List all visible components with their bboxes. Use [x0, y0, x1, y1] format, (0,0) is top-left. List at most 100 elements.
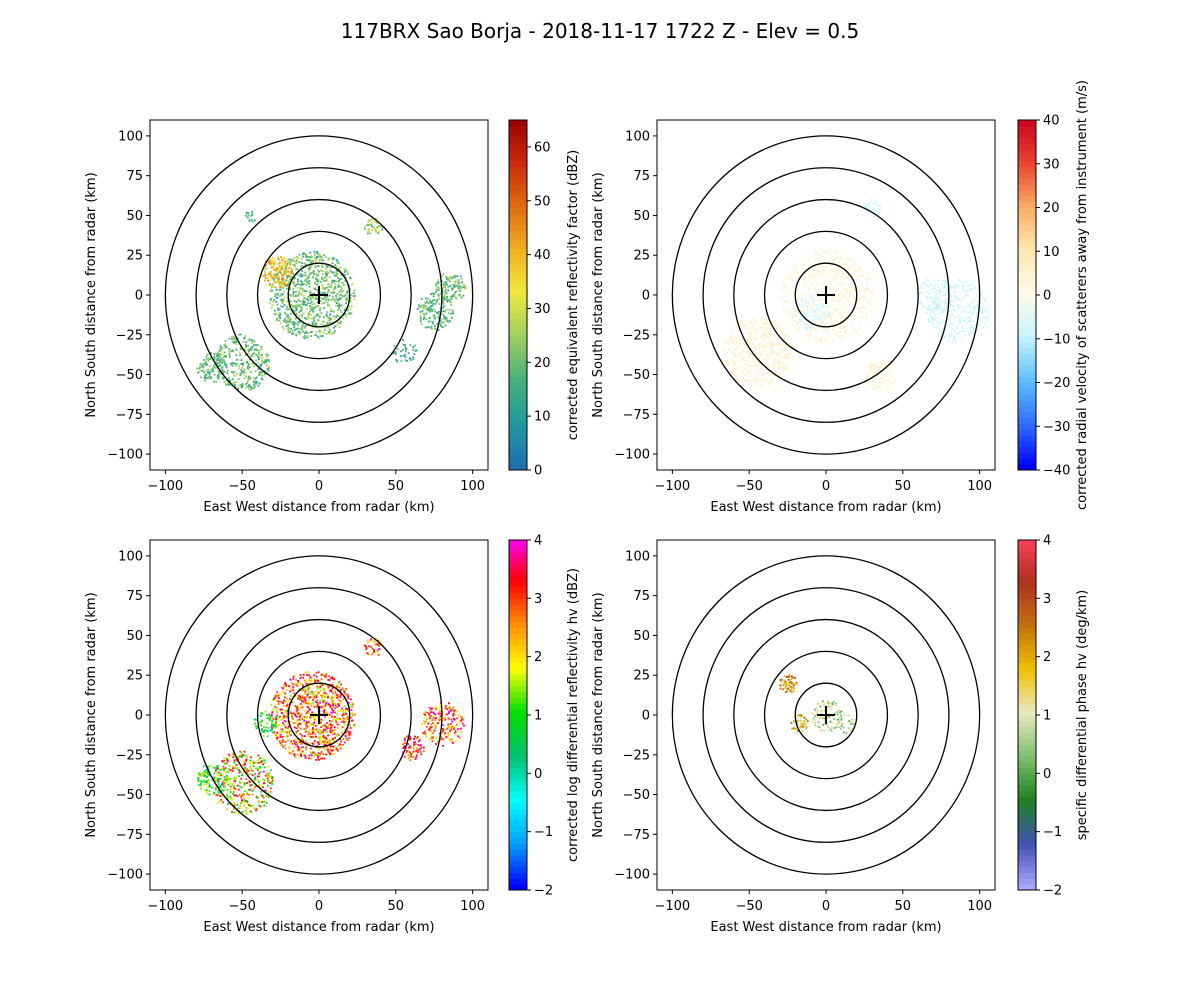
echo-pixel: [345, 297, 348, 299]
echo-pixel: [295, 710, 297, 713]
echo-pixel: [846, 288, 849, 291]
echo-pixel: [729, 337, 732, 340]
echo-pixel: [823, 259, 826, 262]
echo-pixel: [841, 255, 843, 258]
echo-pixel: [888, 366, 891, 369]
echo-pixel: [293, 257, 296, 259]
echo-pixel: [961, 330, 963, 333]
echo-pixel: [296, 753, 299, 756]
echo-pixel: [817, 276, 820, 279]
echo-pixel: [855, 284, 858, 287]
colorbar-band: [509, 423, 527, 430]
echo-pixel: [314, 281, 316, 284]
echo-pixel: [336, 695, 339, 698]
echo-pixel: [279, 322, 282, 325]
echo-pixel: [304, 691, 306, 694]
echo-pixel: [765, 357, 768, 360]
echo-pixel: [299, 300, 302, 303]
echo-pixel: [224, 383, 227, 386]
echo-pixel: [832, 280, 835, 282]
echo-pixel: [953, 335, 956, 338]
echo-pixel: [445, 281, 448, 284]
echo-pixel: [307, 683, 310, 685]
echo-pixel: [284, 262, 287, 265]
colorbar-band: [1018, 219, 1036, 226]
echo-pixel: [785, 345, 788, 347]
echo-pixel: [282, 701, 284, 704]
echo-pixel: [308, 742, 311, 745]
echo-pixel: [275, 720, 278, 723]
echo-pixel: [730, 338, 733, 340]
echo-pixel: [221, 376, 224, 379]
echo-pixel: [796, 301, 798, 304]
echo-pixel: [282, 691, 285, 694]
echo-pixel: [937, 323, 940, 325]
echo-pixel: [807, 304, 810, 307]
echo-pixel: [311, 693, 314, 696]
echo-pixel: [271, 259, 273, 262]
echo-pixel: [300, 694, 303, 696]
echo-pixel: [459, 275, 462, 278]
echo-pixel: [317, 731, 319, 733]
echo-pixel: [328, 330, 331, 333]
echo-pixel: [815, 327, 817, 330]
colorbar-band: [509, 184, 527, 191]
echo-pixel: [853, 267, 856, 270]
echo-pixel: [280, 724, 283, 727]
echo-pixel: [842, 313, 845, 316]
echo-pixel: [933, 311, 936, 313]
echo-pixel: [762, 379, 765, 382]
colorbar-band: [509, 149, 527, 156]
echo-pixel: [292, 678, 295, 680]
echo-pixel: [220, 358, 223, 361]
echo-pixel: [287, 258, 290, 261]
echo-pixel: [822, 251, 825, 254]
echo-pixel: [787, 307, 790, 310]
x-tick-label: −50: [735, 479, 762, 494]
echo-pixel: [794, 267, 797, 270]
echo-pixel: [323, 295, 326, 298]
echo-pixel: [813, 325, 816, 328]
echo-pixel: [211, 370, 214, 373]
echo-pixel: [321, 265, 323, 268]
echo-pixel: [823, 318, 826, 321]
echo-pixel: [816, 268, 819, 271]
echo-pixel: [785, 334, 787, 337]
colorbar-band: [1018, 190, 1036, 197]
panel-bottom-left: −100 −50 0 50 100−100−75−50−250255075100East…: [84, 534, 581, 936]
echo-pixel: [886, 366, 889, 369]
echo-pixel: [812, 322, 815, 324]
echo-pixel: [304, 271, 306, 274]
echo-pixel: [303, 709, 306, 712]
y-tick-label: 75: [633, 169, 650, 184]
echo-pixel: [981, 302, 983, 305]
echo-pixel: [270, 726, 273, 728]
echo-pixel: [738, 367, 740, 370]
echo-pixel: [281, 301, 284, 304]
echo-pixel: [951, 299, 954, 302]
echo-pixel: [228, 353, 231, 356]
echo-pixel: [420, 297, 423, 300]
echo-pixel: [245, 214, 248, 217]
echo-pixel: [327, 258, 330, 261]
echo-pixel: [752, 383, 755, 386]
echo-pixel: [918, 298, 921, 301]
echo-pixel: [442, 286, 445, 289]
echo-pixel: [305, 715, 307, 718]
echo-pixel: [235, 373, 238, 375]
echo-pixel: [844, 304, 847, 306]
echo-pixel: [850, 259, 852, 261]
echo-pixel: [976, 300, 979, 303]
echo-pixel: [328, 751, 331, 754]
echo-pixel: [232, 372, 235, 374]
echo-pixel: [277, 694, 280, 697]
echo-pixel: [309, 302, 312, 305]
echo-pixel: [449, 285, 452, 288]
echo-pixel: [756, 344, 759, 347]
echo-pixel: [939, 305, 942, 308]
echo-pixel: [828, 311, 830, 314]
echo-pixel: [311, 724, 313, 726]
echo-pixel: [222, 376, 225, 379]
echo-pixel: [733, 348, 735, 350]
echo-pixel: [454, 274, 456, 277]
